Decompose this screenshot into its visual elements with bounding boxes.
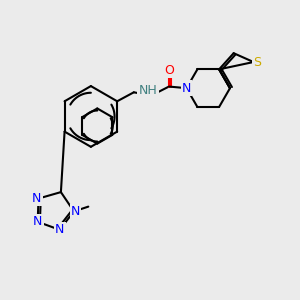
Text: N: N: [71, 205, 80, 218]
Text: N: N: [182, 82, 191, 95]
Text: N: N: [33, 215, 42, 228]
Text: N: N: [32, 192, 42, 205]
Text: N: N: [182, 82, 191, 95]
Text: N: N: [55, 223, 64, 236]
Text: NH: NH: [139, 84, 157, 97]
Text: O: O: [164, 64, 174, 77]
Text: S: S: [253, 56, 261, 68]
